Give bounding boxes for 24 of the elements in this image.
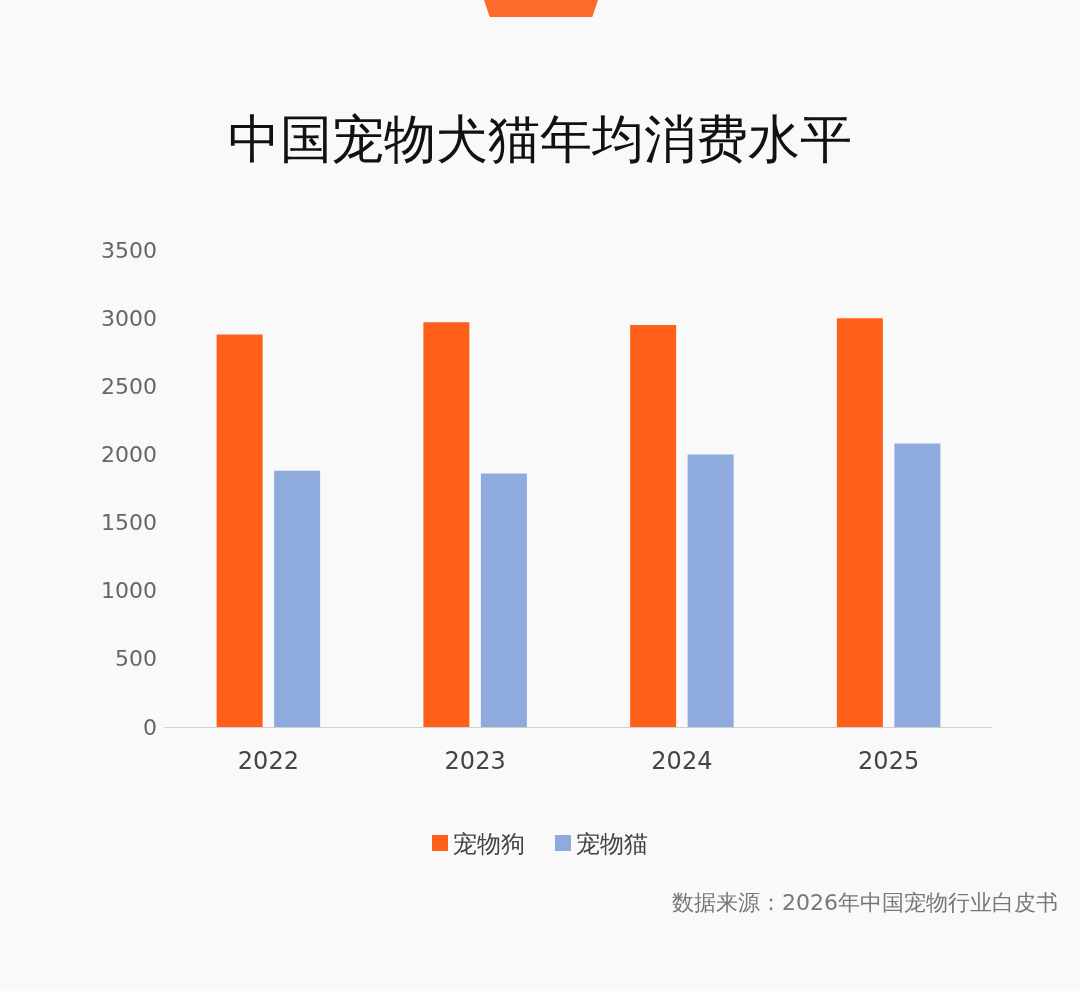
y-tick-label: 500 bbox=[115, 646, 157, 672]
x-tick-label: 2025 bbox=[858, 747, 920, 775]
source-note: 数据来源：2026年中国宠物行业白皮书 bbox=[672, 889, 1058, 917]
bar bbox=[630, 324, 677, 727]
bar bbox=[423, 322, 470, 727]
bar bbox=[216, 334, 263, 727]
chart-title: 中国宠物犬猫年均消费水平 bbox=[227, 108, 853, 171]
legend-label: 宠物狗 bbox=[453, 829, 525, 857]
x-tick-label: 2023 bbox=[444, 747, 506, 775]
x-tick-label: 2024 bbox=[651, 747, 713, 775]
y-tick-label: 0 bbox=[143, 714, 157, 740]
bar bbox=[274, 470, 321, 727]
legend-label: 宠物猫 bbox=[576, 829, 648, 857]
bar bbox=[687, 454, 734, 727]
y-tick-label: 1500 bbox=[101, 510, 157, 536]
x-tick-label: 2022 bbox=[237, 747, 299, 775]
bar bbox=[894, 443, 941, 727]
bar bbox=[480, 473, 527, 727]
y-tick-label: 2500 bbox=[101, 373, 157, 399]
y-tick-label: 2000 bbox=[101, 441, 157, 467]
y-tick-label: 1000 bbox=[101, 578, 157, 604]
bar bbox=[836, 318, 883, 727]
y-tick-label: 3000 bbox=[101, 305, 157, 331]
y-tick-label: 3500 bbox=[101, 237, 157, 263]
